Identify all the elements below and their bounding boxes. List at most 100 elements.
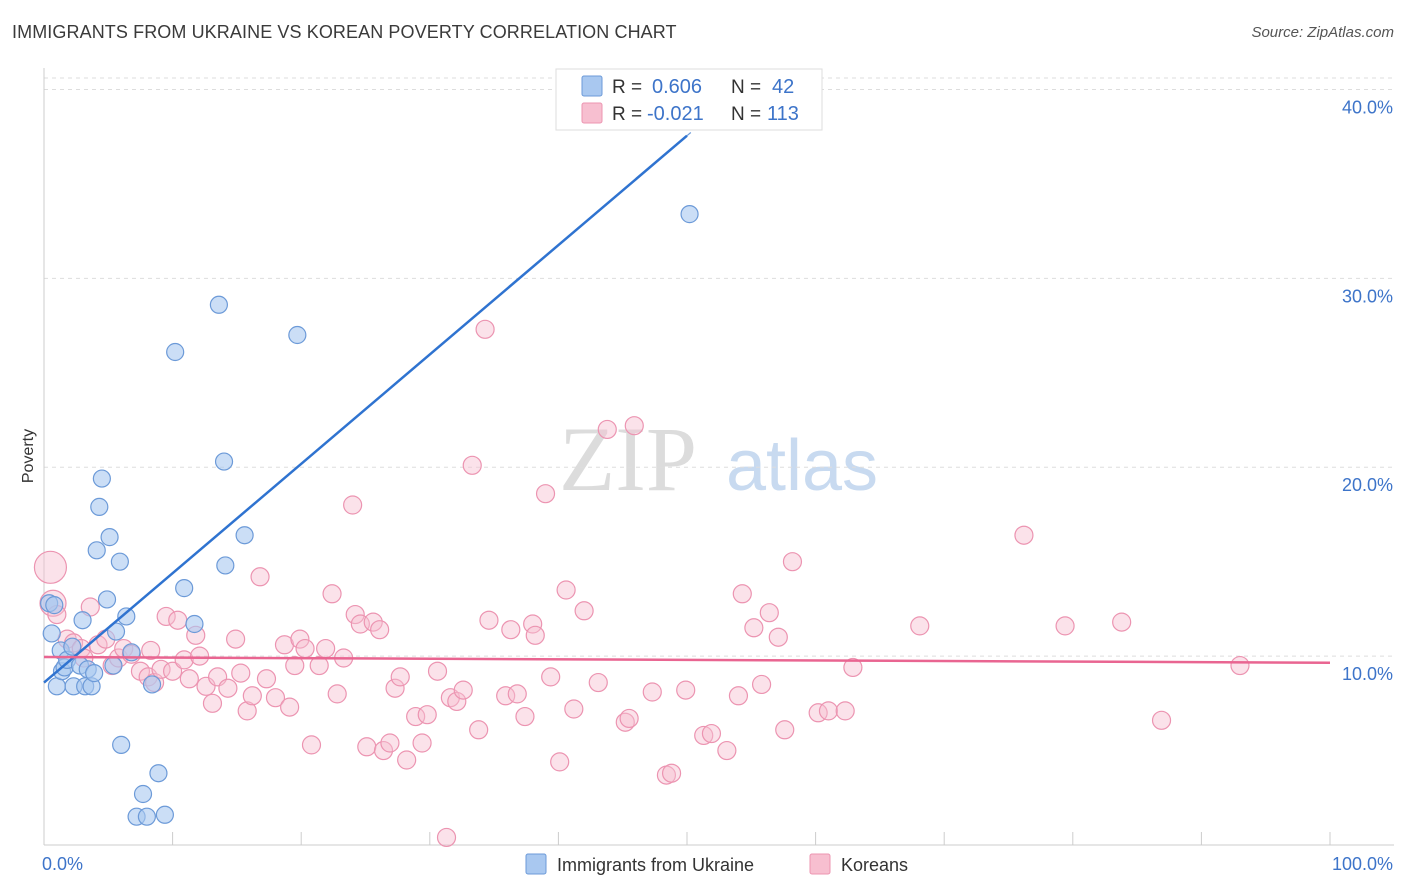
korean-point xyxy=(751,674,772,695)
ukraine-point xyxy=(166,342,185,362)
ukraine-point xyxy=(42,624,61,643)
korean-point xyxy=(417,705,437,725)
korean-point xyxy=(168,610,188,630)
stats-legend-swatch-ukraine xyxy=(581,75,603,97)
korean-point xyxy=(295,638,315,659)
y-axis-title: Poverty xyxy=(20,429,37,483)
korean-point xyxy=(322,584,342,604)
ukraine-point xyxy=(133,784,153,804)
korean-point xyxy=(218,678,238,698)
korean-point xyxy=(156,606,176,627)
ukraine-point xyxy=(90,497,109,516)
korean-point xyxy=(541,667,561,687)
korean-point xyxy=(231,663,251,683)
korean-point xyxy=(357,737,377,757)
korean-point xyxy=(661,763,682,783)
stats-legend-r-label-korean: R = xyxy=(612,104,642,125)
chart-source: Source: ZipAtlas.com xyxy=(1251,24,1394,41)
korean-point xyxy=(624,416,644,436)
ukraine-point xyxy=(155,805,174,824)
ukraine-point xyxy=(92,469,111,488)
korean-point xyxy=(768,627,788,647)
korean-point xyxy=(256,669,277,689)
ukraine-point xyxy=(216,556,235,575)
ukraine-point xyxy=(288,325,307,345)
ukraine-point xyxy=(149,764,168,783)
korean-point xyxy=(397,750,417,770)
korean-point xyxy=(280,697,300,717)
korean-point xyxy=(250,567,270,587)
trend-lines xyxy=(43,79,1331,684)
korean-point xyxy=(190,646,210,666)
korean-point xyxy=(732,584,752,604)
korean-point xyxy=(759,603,779,623)
korean-point xyxy=(174,650,194,670)
korean-point xyxy=(475,319,495,339)
ukraine-point xyxy=(45,596,64,615)
korean-point xyxy=(373,740,394,761)
series-legend: Immigrants from Ukraine Koreans xyxy=(525,853,908,875)
korean-point xyxy=(316,638,336,659)
korean-point xyxy=(309,655,329,676)
stats-legend-swatch-korean xyxy=(581,102,603,124)
korean-point xyxy=(385,678,405,698)
korean-point xyxy=(242,686,262,706)
korean-point xyxy=(728,686,749,706)
korean-point xyxy=(597,419,617,440)
korean-point xyxy=(564,699,584,719)
korean-point xyxy=(1014,525,1034,545)
korean-point xyxy=(412,733,432,753)
korean-point xyxy=(436,827,457,848)
ukraine-point xyxy=(117,607,136,626)
korean-point xyxy=(775,720,795,740)
korean-point xyxy=(469,720,489,740)
y-tick-label: 20.0% xyxy=(1342,475,1393,495)
korean-point xyxy=(363,612,383,632)
korean-point xyxy=(163,661,183,681)
korean-point xyxy=(835,701,855,721)
x-tick-label: 100.0% xyxy=(1332,854,1393,874)
ukraine-point xyxy=(85,664,104,683)
korean-point xyxy=(717,740,737,761)
series-legend-swatch-ukraine xyxy=(525,853,547,875)
ukraine-points xyxy=(40,205,699,826)
series-legend-swatch-korean xyxy=(809,853,831,875)
stats-legend-r-value-korean: -0.021 xyxy=(647,103,704,125)
korean-point xyxy=(523,614,543,634)
korean-point xyxy=(843,657,863,678)
ukraine-point xyxy=(110,552,129,571)
stats-legend-n-label-ukraine: N = xyxy=(731,77,761,98)
korean-point xyxy=(1230,655,1250,676)
y-tick-label: 10.0% xyxy=(1342,664,1393,684)
korean-point xyxy=(265,688,286,708)
ukraine-point xyxy=(214,452,234,471)
korean-point xyxy=(642,682,662,702)
korean-point xyxy=(453,680,473,700)
korean-trend-line xyxy=(43,655,1331,664)
korean-point xyxy=(535,484,556,504)
ukraine-point xyxy=(142,675,162,694)
ukraine-point xyxy=(100,528,119,547)
korean-point xyxy=(380,733,400,753)
watermark-zip: ZIP xyxy=(559,408,697,510)
korean-point xyxy=(290,629,310,649)
korean-point xyxy=(370,620,390,640)
chart-title: IMMIGRANTS FROM UKRAINE VS KOREAN POVERT… xyxy=(12,22,677,42)
korean-point xyxy=(202,693,223,713)
korean-point xyxy=(447,691,467,712)
y-tick-label: 30.0% xyxy=(1342,286,1393,306)
ukraine-point xyxy=(680,205,699,224)
y-tick-label: 40.0% xyxy=(1342,97,1393,117)
ukraine-point xyxy=(106,622,126,641)
series-legend-label-ukraine: Immigrants from Ukraine xyxy=(557,855,754,875)
korean-point xyxy=(345,604,365,625)
korean-point xyxy=(619,708,639,729)
korean-point xyxy=(676,680,696,700)
korean-point xyxy=(818,701,839,721)
watermark-atlas: atlas xyxy=(726,426,878,506)
series-legend-label-korean: Koreans xyxy=(841,855,908,875)
korean-point xyxy=(1112,612,1132,632)
stats-legend-r-label-ukraine: R = xyxy=(612,77,642,98)
